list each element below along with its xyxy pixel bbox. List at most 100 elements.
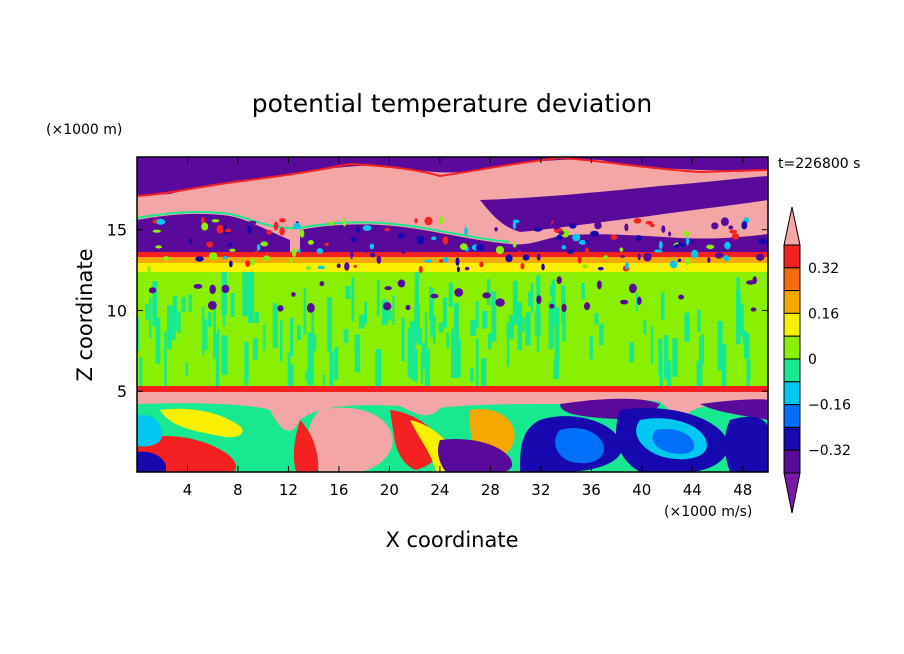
mid-streak bbox=[599, 323, 604, 346]
mid-streak bbox=[448, 282, 453, 307]
upper-speck bbox=[456, 266, 460, 273]
mid-streak bbox=[643, 319, 647, 335]
mid-streak bbox=[202, 306, 205, 355]
mid-streak bbox=[343, 328, 349, 343]
upper-speck bbox=[578, 239, 587, 245]
mid-streak bbox=[213, 301, 216, 359]
upper-speck bbox=[344, 262, 350, 271]
mid-speck bbox=[482, 292, 491, 299]
mid-streak bbox=[296, 325, 301, 340]
upper-layer-specks bbox=[137, 216, 768, 274]
mid-streak bbox=[664, 335, 669, 380]
mid-streak bbox=[351, 277, 355, 322]
upper-speck bbox=[714, 252, 724, 259]
lower-red-plume-1 bbox=[293, 420, 319, 472]
colorbar-extend-top bbox=[783, 206, 801, 246]
upper-speck bbox=[414, 217, 418, 224]
upper-speck bbox=[584, 240, 590, 244]
mid-streak bbox=[376, 280, 380, 317]
upper-speck bbox=[369, 252, 376, 258]
upper-speck bbox=[307, 240, 314, 245]
upper-speck bbox=[350, 250, 354, 259]
mid-streak bbox=[392, 295, 395, 325]
mid-streak bbox=[480, 358, 487, 400]
mid-streak bbox=[375, 349, 382, 397]
upper-purple-band-2 bbox=[480, 176, 768, 232]
mid-streak bbox=[208, 311, 212, 328]
mid-streak bbox=[416, 334, 422, 345]
upper-speck bbox=[152, 229, 162, 233]
lower-blue-swirl-2 bbox=[652, 428, 695, 454]
mid-streak bbox=[506, 322, 513, 337]
upper-speck bbox=[620, 254, 625, 258]
mid-streak bbox=[137, 317, 140, 351]
mid-streak bbox=[736, 277, 740, 304]
upper-speck bbox=[147, 265, 151, 274]
mid-streak bbox=[470, 367, 474, 383]
mid-streak bbox=[145, 304, 149, 321]
mid-speck bbox=[556, 276, 562, 284]
mid-streak bbox=[525, 312, 531, 346]
mid-speck bbox=[148, 287, 157, 294]
colorbar-box bbox=[783, 381, 801, 406]
x-tick-label: 12 bbox=[279, 481, 298, 499]
upper-speck bbox=[384, 227, 391, 232]
upper-speck bbox=[520, 262, 525, 270]
upper-speck bbox=[494, 227, 498, 232]
mid-streak bbox=[475, 301, 479, 329]
colorbar-label: 0 bbox=[808, 352, 817, 368]
upper-speck bbox=[398, 232, 405, 239]
upper-speck bbox=[658, 240, 663, 250]
upper-speck bbox=[289, 257, 293, 263]
chart-title: potential temperature deviation bbox=[252, 89, 652, 118]
x-tick-label: 8 bbox=[233, 481, 243, 499]
mid-streak bbox=[242, 264, 249, 317]
y-unit-label: (×1000 m) bbox=[46, 122, 122, 138]
upper-speck bbox=[541, 263, 545, 271]
mid-streak bbox=[650, 326, 654, 364]
mid-streak bbox=[311, 308, 314, 335]
mid-speck bbox=[536, 295, 542, 305]
mid-streak bbox=[433, 315, 436, 345]
upper-speck bbox=[723, 255, 730, 262]
upper-speck bbox=[728, 225, 734, 230]
mid-streak bbox=[530, 282, 534, 313]
upper-speck bbox=[635, 234, 642, 242]
mid-streak bbox=[446, 332, 450, 349]
upper-speck bbox=[505, 254, 513, 263]
colorbar: 0.32 0.16 0 −0.16 −0.32 bbox=[783, 206, 851, 514]
mid-speck bbox=[291, 292, 296, 297]
mid-speck bbox=[319, 281, 325, 287]
mid-streak bbox=[329, 351, 334, 392]
upper-speck bbox=[256, 243, 261, 251]
mid-layer-streaks bbox=[137, 264, 758, 405]
colorbar-box bbox=[783, 404, 801, 428]
mid-speck bbox=[583, 302, 591, 311]
upper-speck bbox=[533, 227, 543, 232]
upper-speck bbox=[569, 222, 577, 229]
upper-speck bbox=[201, 222, 209, 231]
mid-speck bbox=[636, 296, 642, 305]
mid-streak bbox=[470, 319, 476, 336]
upper-purple-band-3 bbox=[300, 224, 768, 252]
x-tick-label: 32 bbox=[531, 481, 550, 499]
lower-red-plume-2 bbox=[390, 410, 441, 470]
mid-speck bbox=[495, 298, 505, 307]
upper-speck bbox=[556, 234, 563, 241]
upper-speck bbox=[250, 258, 255, 266]
upper-speck bbox=[362, 225, 372, 232]
mid-streak bbox=[414, 267, 420, 327]
y-axis-ticks: 5 10 15 bbox=[107, 221, 768, 401]
colorbar-label: 0.16 bbox=[808, 306, 839, 322]
upper-speck bbox=[597, 266, 604, 271]
y-axis-label: Z coordinate bbox=[73, 248, 97, 381]
x-tick-label: 24 bbox=[430, 481, 449, 499]
upper-speck bbox=[293, 222, 301, 230]
lower-pink-top bbox=[137, 392, 768, 431]
band-red bbox=[137, 251, 768, 257]
mid-streak bbox=[204, 319, 208, 351]
upper-speck bbox=[706, 244, 715, 250]
upper-speck bbox=[211, 219, 220, 223]
upper-speck bbox=[691, 249, 699, 259]
